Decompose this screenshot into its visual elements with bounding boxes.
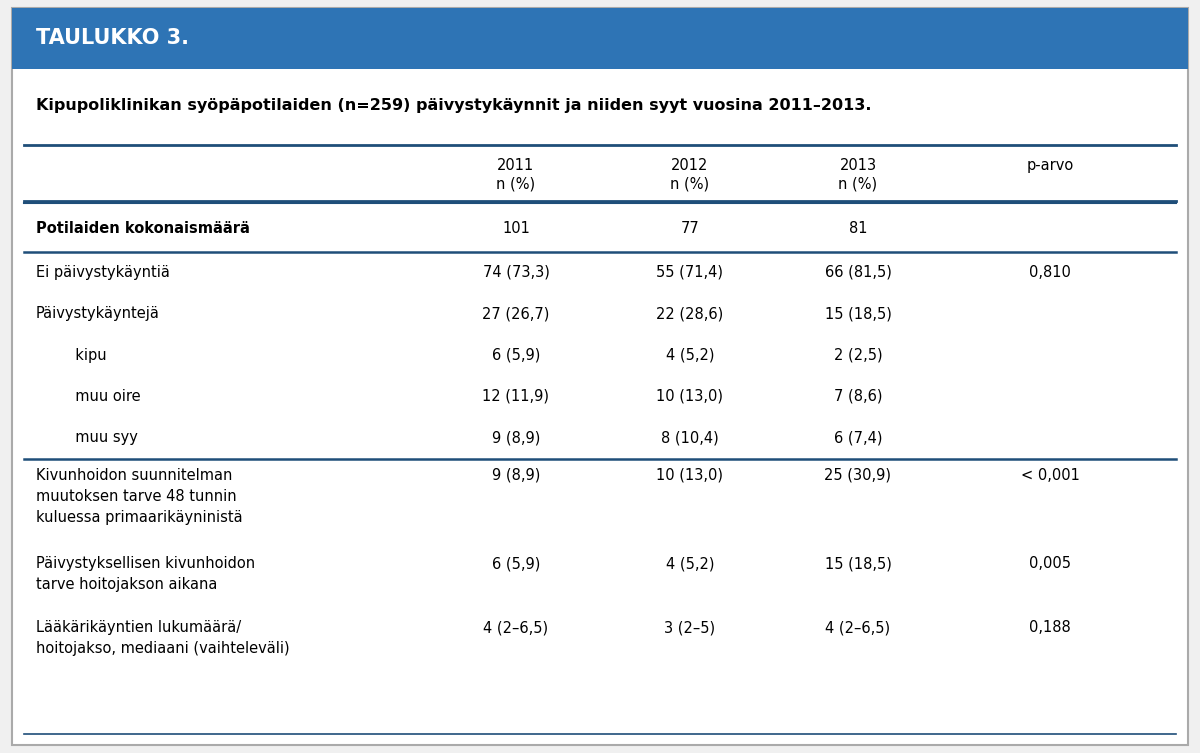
Text: 6 (5,9): 6 (5,9) xyxy=(492,348,540,362)
Text: 15 (18,5): 15 (18,5) xyxy=(824,306,892,321)
Text: muu syy: muu syy xyxy=(66,431,138,445)
Text: 12 (11,9): 12 (11,9) xyxy=(482,389,550,404)
Text: Päivystyksellisen kivunhoidon
tarve hoitojakson aikana: Päivystyksellisen kivunhoidon tarve hoit… xyxy=(36,556,256,593)
Text: kipu: kipu xyxy=(66,348,107,362)
Text: 9 (8,9): 9 (8,9) xyxy=(492,468,540,483)
Text: 55 (71,4): 55 (71,4) xyxy=(656,265,724,279)
Text: 15 (18,5): 15 (18,5) xyxy=(824,556,892,572)
Text: TAULUKKO 3.: TAULUKKO 3. xyxy=(36,29,190,48)
Text: 4 (2–6,5): 4 (2–6,5) xyxy=(484,620,548,636)
Text: p-arvo: p-arvo xyxy=(1026,158,1074,173)
Text: muu oire: muu oire xyxy=(66,389,140,404)
Text: 27 (26,7): 27 (26,7) xyxy=(482,306,550,321)
Text: Lääkärikäyntien lukumäärä/
hoitojakso, mediaani (vaihteleväli): Lääkärikäyntien lukumäärä/ hoitojakso, m… xyxy=(36,620,289,657)
Text: 0,188: 0,188 xyxy=(1030,620,1070,636)
Text: n (%): n (%) xyxy=(839,176,877,191)
Text: 4 (5,2): 4 (5,2) xyxy=(666,556,714,572)
Text: Päivystykäyntejä: Päivystykäyntejä xyxy=(36,306,160,321)
Text: 22 (28,6): 22 (28,6) xyxy=(656,306,724,321)
Text: 10 (13,0): 10 (13,0) xyxy=(656,389,724,404)
Text: 2013: 2013 xyxy=(840,158,876,173)
Text: 2 (2,5): 2 (2,5) xyxy=(834,348,882,362)
FancyBboxPatch shape xyxy=(12,8,1188,69)
Text: 7 (8,6): 7 (8,6) xyxy=(834,389,882,404)
FancyBboxPatch shape xyxy=(12,8,1188,745)
Text: 66 (81,5): 66 (81,5) xyxy=(824,265,892,279)
Text: 2011: 2011 xyxy=(497,158,535,173)
Text: 4 (2–6,5): 4 (2–6,5) xyxy=(826,620,890,636)
Text: < 0,001: < 0,001 xyxy=(1020,468,1080,483)
Text: 10 (13,0): 10 (13,0) xyxy=(656,468,724,483)
Text: 0,810: 0,810 xyxy=(1030,265,1070,279)
Text: 9 (8,9): 9 (8,9) xyxy=(492,431,540,445)
Text: 81: 81 xyxy=(848,221,868,236)
Text: Kipupoliklinikan syöpäpotilaiden (n=259) päivystykäynnit ja niiden syyt vuosina : Kipupoliklinikan syöpäpotilaiden (n=259)… xyxy=(36,98,871,113)
Text: 101: 101 xyxy=(502,221,530,236)
Text: n (%): n (%) xyxy=(671,176,709,191)
Text: Ei päivystykäyntiä: Ei päivystykäyntiä xyxy=(36,265,170,279)
Text: 4 (5,2): 4 (5,2) xyxy=(666,348,714,362)
Text: 0,005: 0,005 xyxy=(1030,556,1072,572)
Text: 25 (30,9): 25 (30,9) xyxy=(824,468,892,483)
Text: 6 (5,9): 6 (5,9) xyxy=(492,556,540,572)
Text: 77: 77 xyxy=(680,221,700,236)
Text: 8 (10,4): 8 (10,4) xyxy=(661,431,719,445)
Text: 74 (73,3): 74 (73,3) xyxy=(482,265,550,279)
Text: 6 (7,4): 6 (7,4) xyxy=(834,431,882,445)
Text: Potilaiden kokonaismäärä: Potilaiden kokonaismäärä xyxy=(36,221,250,236)
Text: 3 (2–5): 3 (2–5) xyxy=(665,620,715,636)
Text: Kivunhoidon suunnitelman
muutoksen tarve 48 tunnin
kuluessa primaarikäyninistä: Kivunhoidon suunnitelman muutoksen tarve… xyxy=(36,468,242,525)
Text: 2012: 2012 xyxy=(671,158,709,173)
Text: n (%): n (%) xyxy=(497,176,535,191)
